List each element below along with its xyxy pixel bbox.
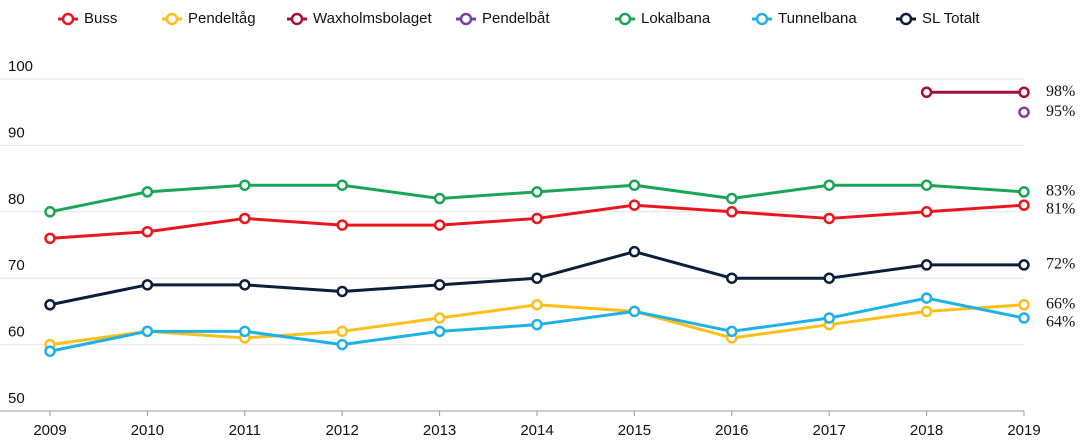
legend-label: Pendelbåt (482, 10, 550, 27)
point (141, 279, 154, 291)
point (920, 305, 933, 318)
y-tick-label: 90 (8, 124, 25, 141)
y-tick-label: 80 (8, 191, 25, 208)
y-tick-label: 100 (8, 58, 33, 75)
x-tick-label: 2017 (813, 422, 846, 439)
y-tick-label: 50 (8, 390, 25, 407)
legend-marker (618, 12, 632, 26)
point (44, 299, 56, 311)
end-label: 81% (1046, 201, 1075, 218)
point (336, 338, 348, 351)
point (141, 325, 154, 338)
point (336, 325, 348, 338)
point (628, 179, 641, 191)
legend-label: Tunnelbana (778, 10, 857, 27)
point (44, 232, 56, 245)
point (628, 245, 641, 258)
point (628, 305, 641, 318)
point (433, 219, 446, 231)
point (44, 345, 56, 357)
point (44, 206, 56, 218)
x-tick-label: 2009 (33, 422, 66, 439)
legend-marker (61, 12, 75, 26)
point (433, 312, 446, 324)
point (726, 272, 738, 284)
point (920, 179, 933, 191)
x-tick-label: 2010 (131, 422, 164, 439)
legend-marker (459, 12, 473, 26)
point (1018, 259, 1030, 271)
x-tick-label: 2011 (229, 422, 261, 439)
end-label: 83% (1046, 183, 1075, 200)
point (823, 179, 835, 191)
point (1018, 106, 1030, 118)
point (1018, 299, 1030, 311)
point (920, 86, 933, 99)
legend-label: SL Totalt (922, 10, 980, 27)
x-tick-label: 2013 (423, 422, 456, 439)
y-tick-label: 70 (8, 257, 25, 274)
point (239, 325, 251, 338)
point (628, 199, 641, 211)
y-tick-label: 60 (8, 324, 25, 341)
point (1018, 312, 1030, 324)
point (823, 312, 835, 324)
point (531, 272, 543, 284)
point (920, 259, 933, 271)
point (141, 186, 154, 198)
point (239, 279, 251, 291)
x-tick-label: 2015 (618, 422, 651, 439)
point (531, 318, 543, 331)
point (531, 299, 543, 311)
point (920, 206, 933, 218)
point (433, 325, 446, 338)
point (726, 206, 738, 218)
point (1018, 186, 1030, 198)
point (239, 179, 251, 191)
legend-marker (899, 12, 913, 26)
point (726, 192, 738, 205)
point (239, 212, 251, 225)
point (823, 272, 835, 284)
x-tick-label: 2012 (326, 422, 359, 439)
end-label: 95% (1046, 103, 1075, 120)
point (433, 279, 446, 291)
point (336, 285, 348, 298)
legend-marker (165, 12, 179, 26)
point (1018, 199, 1030, 211)
legend-label: Pendeltåg (188, 10, 256, 27)
legend-label: Buss (84, 10, 117, 27)
legend-marker (755, 12, 769, 26)
legend-marker (290, 12, 304, 26)
point (433, 192, 446, 205)
point (336, 179, 348, 191)
end-label: 98% (1046, 83, 1075, 100)
end-label: 66% (1046, 295, 1075, 312)
point (726, 325, 738, 338)
x-tick-label: 2016 (715, 422, 748, 439)
point (823, 212, 835, 225)
x-tick-label: 2014 (520, 422, 553, 439)
point (531, 212, 543, 225)
point (336, 219, 348, 231)
x-tick-label: 2019 (1007, 422, 1040, 439)
end-label: 72% (1046, 256, 1075, 273)
point (920, 292, 933, 304)
point (531, 186, 543, 198)
legend-label: Waxholmsbolaget (313, 10, 432, 27)
x-tick-label: 2018 (910, 422, 943, 439)
legend-label: Lokalbana (641, 10, 711, 27)
point (141, 225, 154, 238)
point (1018, 86, 1030, 99)
end-label: 64% (1046, 313, 1075, 330)
